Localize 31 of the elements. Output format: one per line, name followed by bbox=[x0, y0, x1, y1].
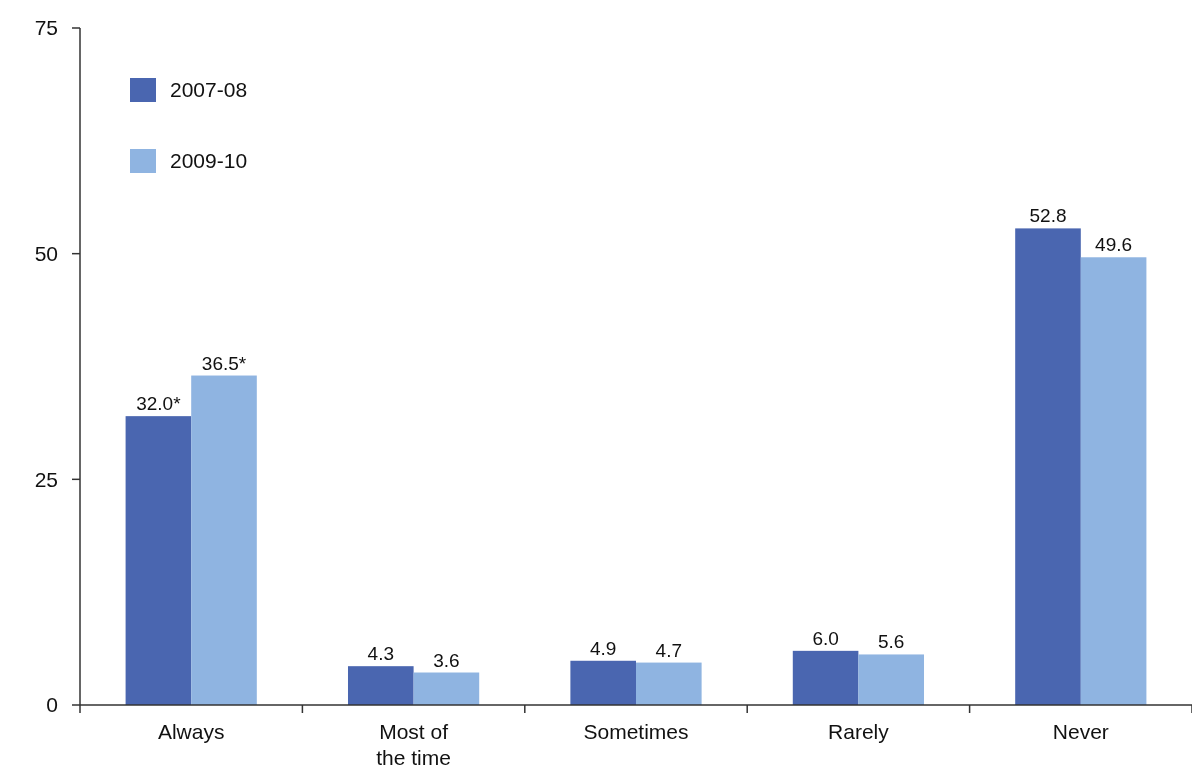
x-tick-label: Rarely bbox=[828, 720, 890, 743]
x-tick-label: Sometimes bbox=[583, 720, 689, 743]
bar bbox=[792, 650, 859, 705]
bar bbox=[347, 666, 414, 705]
data-label: 36.5* bbox=[201, 352, 247, 374]
y-tick-label: 75 bbox=[34, 16, 58, 40]
bar bbox=[636, 662, 702, 705]
bar bbox=[191, 375, 257, 705]
legend-label: 2009-10 bbox=[170, 149, 248, 173]
data-label: 4.3 bbox=[367, 643, 395, 665]
data-label: 5.6 bbox=[877, 631, 905, 653]
x-tick-label: Most of the time bbox=[376, 720, 451, 769]
y-tick-label: 0 bbox=[46, 693, 58, 717]
data-label: 4.7 bbox=[655, 639, 683, 661]
y-tick-label: 25 bbox=[34, 467, 58, 491]
data-label: 52.8 bbox=[1029, 205, 1067, 227]
data-label: 49.6 bbox=[1095, 234, 1133, 256]
data-label: 3.6 bbox=[433, 649, 460, 671]
bar bbox=[570, 660, 636, 705]
legend-label: 2007-08 bbox=[170, 78, 248, 102]
data-label: 4.9 bbox=[589, 637, 617, 659]
y-tick-label: 50 bbox=[34, 242, 58, 266]
x-tick-label: Always bbox=[157, 720, 225, 743]
bar bbox=[125, 416, 192, 705]
bar bbox=[413, 672, 480, 705]
data-label: 32.0* bbox=[136, 393, 182, 415]
x-tick-label: Never bbox=[1052, 720, 1109, 743]
data-label: 6.0 bbox=[812, 627, 839, 649]
bar bbox=[1080, 257, 1147, 705]
bar bbox=[858, 654, 925, 705]
bar bbox=[1015, 228, 1081, 705]
